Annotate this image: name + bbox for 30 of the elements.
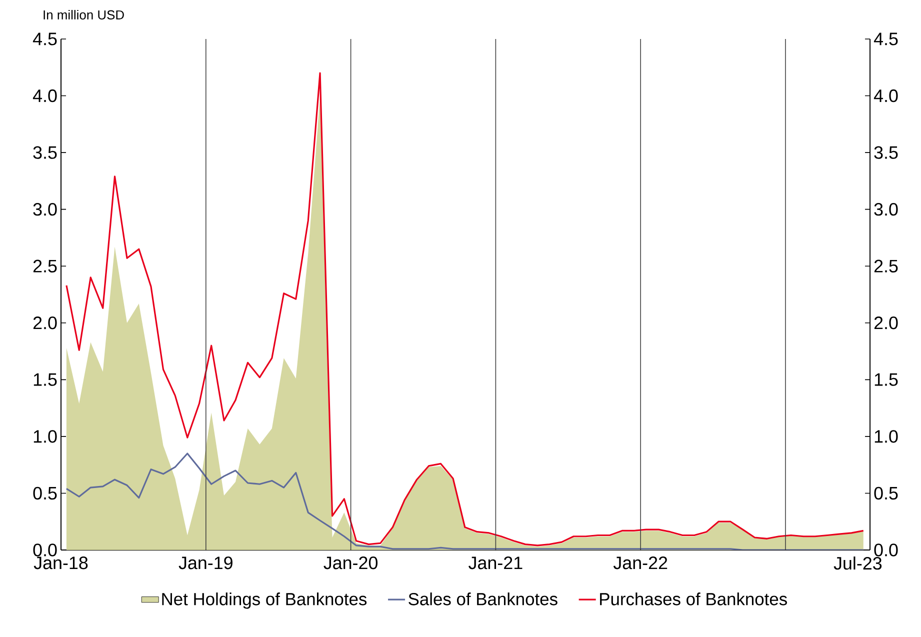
y-axis-title: In million USD [44, 10, 124, 20]
y-tick-label: 2.0 [33, 316, 57, 330]
y-tick-label: 1.5 [34, 373, 57, 386]
y-tick-label: 3.0 [33, 202, 57, 216]
y2-tick-label: 4.0 [874, 89, 898, 102]
y-tick-label: 0.5 [33, 486, 57, 500]
x-tick-label: Jan-19 [178, 556, 232, 570]
y2-tick-label: 0.0 [874, 544, 898, 556]
y2-tick-label: 1.5 [874, 373, 898, 386]
y2-tick-label: 3.5 [874, 146, 898, 159]
legend-label: Purchases of Banknotes [600, 592, 787, 606]
x-tick-label: Jan-20 [324, 556, 378, 570]
x-tick-label: Jan-21 [468, 556, 522, 570]
y-tick-label: 4.0 [32, 89, 57, 102]
y-tick-label: 2.5 [33, 260, 57, 272]
legend-label: Sales of Banknotes [408, 592, 558, 606]
y2-tick-label: 3.0 [874, 202, 898, 216]
y-tick-label: 3.5 [33, 146, 57, 159]
y2-tick-label: 4.5 [874, 32, 898, 46]
x-tick-label: Jan-22 [613, 556, 668, 570]
y-tick-label: 0.0 [33, 544, 57, 556]
legend-label: Net Holdings of Banknotes [162, 592, 367, 609]
y2-tick-label: 2.5 [874, 260, 898, 272]
y2-tick-label: 2.0 [874, 316, 898, 330]
y-tick-label: 4.5 [32, 32, 57, 46]
y2-tick-label: 0.5 [874, 486, 898, 500]
x-tick-label: Jan-18 [34, 556, 88, 570]
y2-tick-label: 1.0 [874, 430, 898, 443]
y-tick-label: 1.0 [34, 430, 57, 443]
x-tick-label: Jul-23 [834, 556, 882, 570]
